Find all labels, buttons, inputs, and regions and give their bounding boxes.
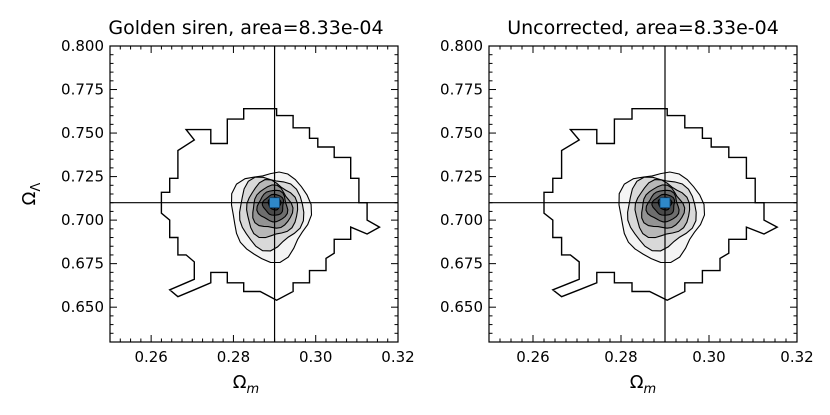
tick-labels: 0.26 0.28 0.30 0.32 0.650 0.675 0.700 0.725 0.75… [440, 37, 814, 366]
panel-golden-siren: Golden siren, area=8.33e-04 0.26 0.28 0.30… [19, 17, 415, 397]
ticks [109, 45, 399, 343]
ticks [488, 45, 798, 343]
x-tick-label: 0.26 [516, 348, 549, 366]
y-tick-label: 0.775 [440, 81, 483, 99]
y-tick-label: 0.775 [61, 81, 104, 99]
x-tick-label: 0.32 [780, 348, 813, 366]
x-tick-label: 0.26 [134, 348, 167, 366]
x-axis-label: Ωm [233, 372, 259, 397]
y-tick-label: 0.750 [440, 124, 483, 142]
y-tick-label: 0.750 [61, 124, 104, 142]
y-tick-label: 0.650 [61, 298, 104, 316]
tick-labels: 0.26 0.28 0.30 0.32 0.650 0.675 0.700 0.725 0.75… [61, 37, 415, 366]
peak-marker [659, 197, 671, 209]
x-tick-label: 0.30 [692, 348, 725, 366]
y-tick-label: 0.725 [440, 168, 483, 186]
y-tick-label: 0.725 [61, 168, 104, 186]
y-tick-label: 0.675 [440, 255, 483, 273]
x-tick-label: 0.30 [299, 348, 332, 366]
panel-title: Golden siren, area=8.33e-04 [108, 17, 383, 39]
x-tick-label: 0.32 [381, 348, 414, 366]
plot-area [110, 46, 398, 342]
y-tick-label: 0.700 [61, 211, 104, 229]
y-tick-label: 0.800 [440, 37, 483, 55]
y-tick-label: 0.700 [440, 211, 483, 229]
x-tick-label: 0.28 [217, 348, 250, 366]
peak-marker [269, 197, 280, 209]
panel-uncorrected: Uncorrected, area=8.33e-04 0.26 0.28 0.30 0… [440, 17, 814, 397]
plot-area [489, 46, 797, 342]
y-tick-label: 0.675 [61, 255, 104, 273]
y-tick-label: 0.800 [61, 37, 104, 55]
y-tick-label: 0.650 [440, 298, 483, 316]
x-tick-label: 0.28 [604, 348, 637, 366]
x-axis-label: Ωm [630, 372, 656, 397]
y-axis-label: ΩΛ [19, 183, 44, 206]
panel-title: Uncorrected, area=8.33e-04 [507, 17, 779, 39]
